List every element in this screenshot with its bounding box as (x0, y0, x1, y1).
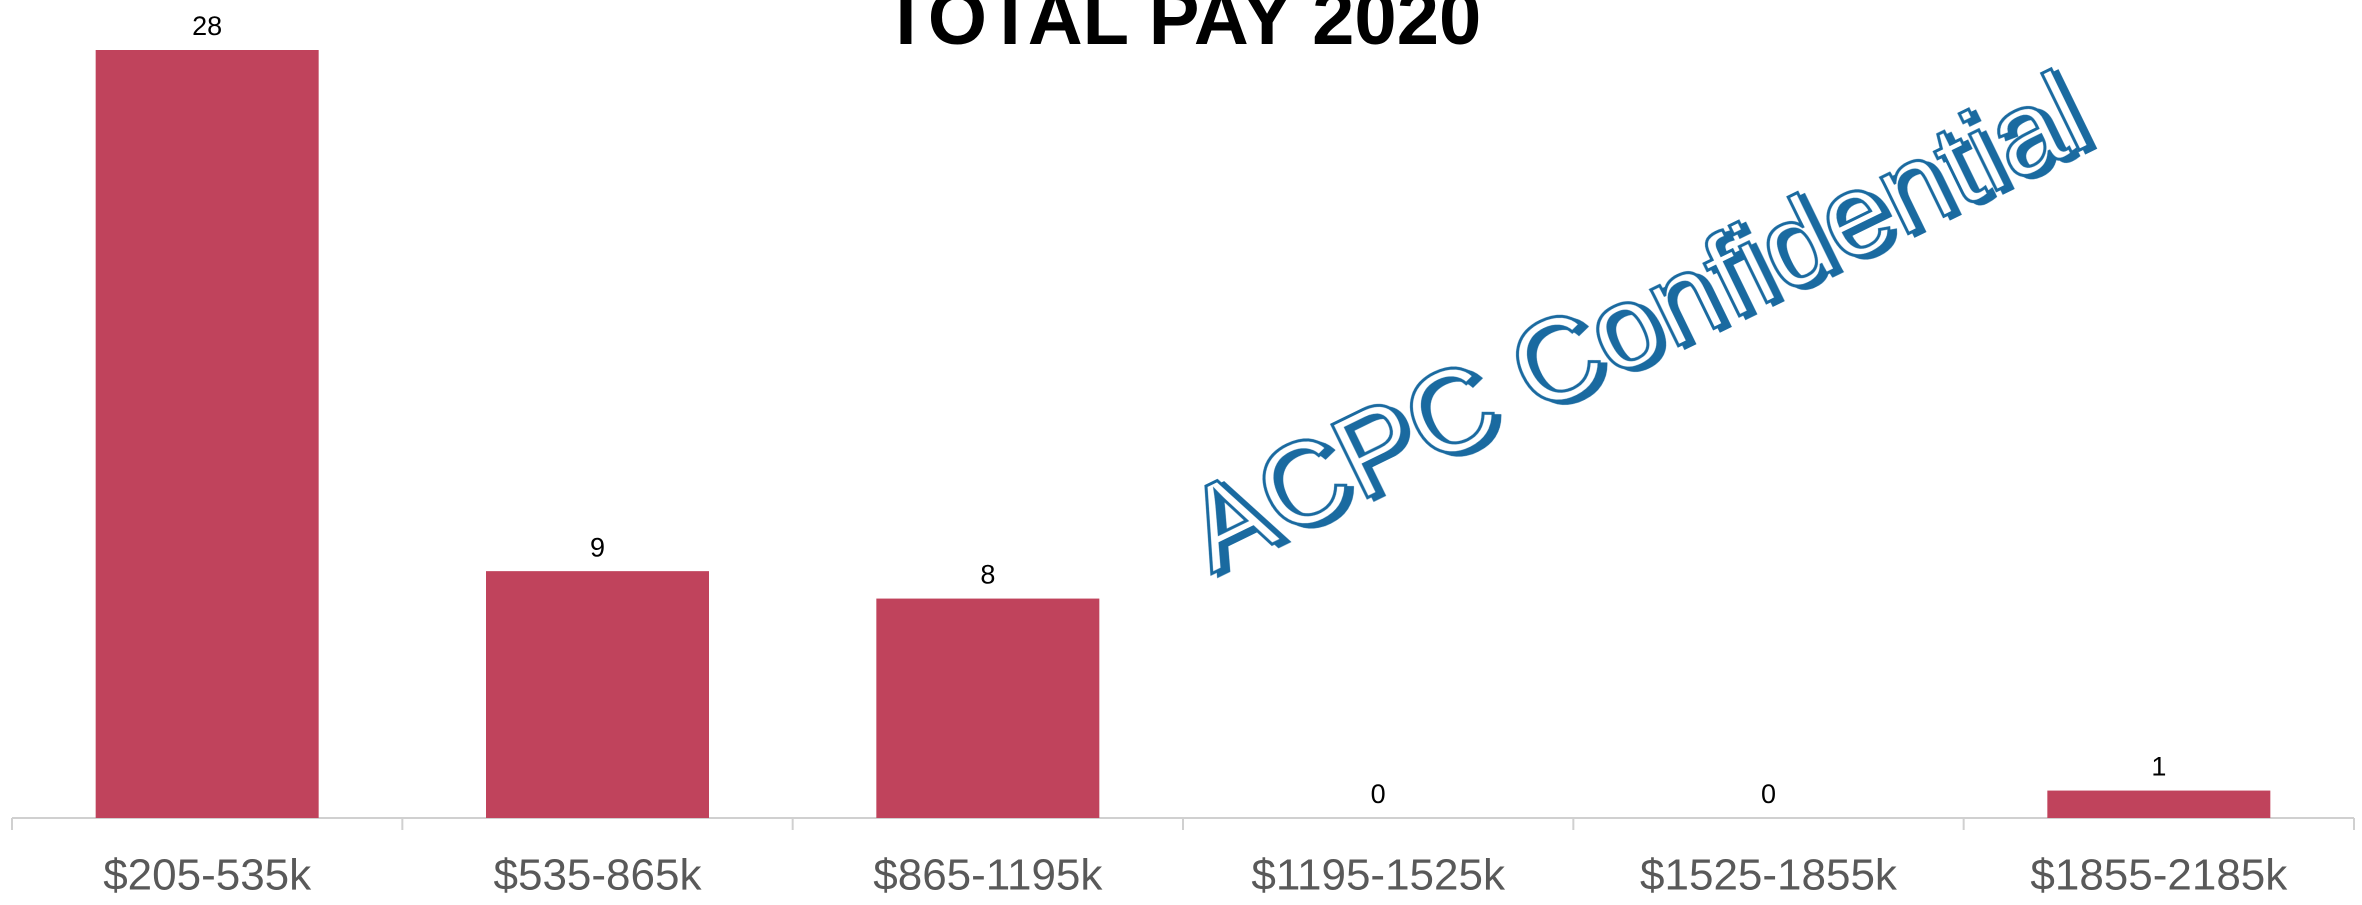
data-label: 1 (2151, 752, 2166, 782)
bar (486, 571, 709, 818)
data-label: 9 (590, 532, 605, 562)
bar (876, 598, 1100, 818)
x-tick-label: $205-535k (103, 851, 312, 900)
data-label: 0 (1371, 779, 1386, 809)
data-label: 8 (980, 560, 995, 590)
x-tick-label: $1525-1855k (1640, 851, 1898, 900)
x-tick-label: $865-1195k (873, 851, 1103, 900)
data-label: 28 (192, 11, 222, 41)
bar (2047, 790, 2271, 818)
x-tick-label: $535-865k (494, 851, 703, 900)
x-tick-label: $1195-1525k (1251, 851, 1506, 900)
data-label: 0 (1761, 779, 1776, 809)
chart-title: TOTAL PAY 2020 (883, 0, 1481, 61)
x-tick-label: $1855-2185k (2030, 851, 2288, 900)
bar (95, 50, 319, 818)
watermark: ACPC Confidential (1165, 47, 2107, 597)
